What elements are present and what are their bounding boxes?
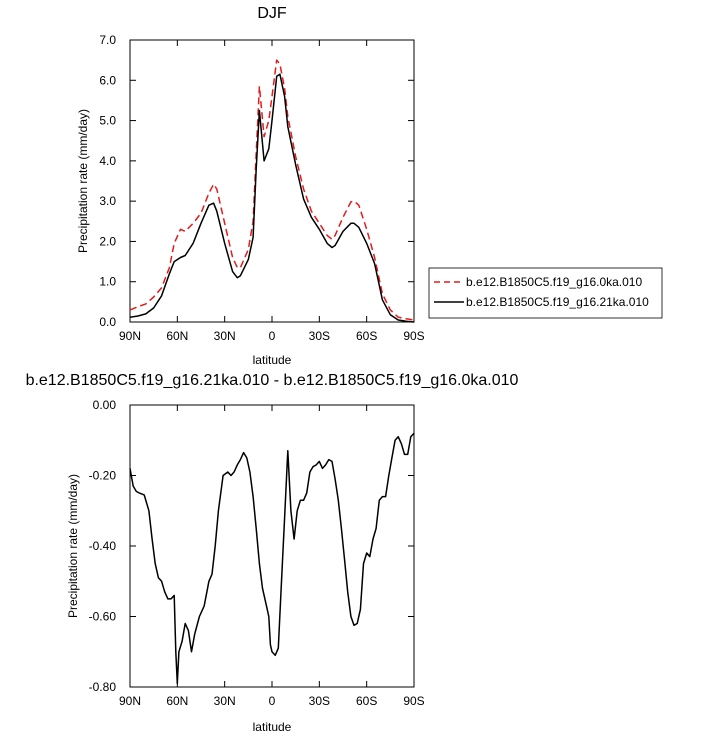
legend-label-0: b.e12.B1850C5.f19_g16.0ka.010 — [466, 275, 642, 289]
y-tick-label: 1.0 — [99, 275, 116, 289]
y-tick-label: 0.00 — [93, 398, 117, 412]
x-axis-label: latitude — [253, 353, 292, 367]
y-axis-label: Precipitation rate (mm/day) — [66, 474, 80, 618]
x-tick-label: 60S — [356, 694, 377, 708]
y-tick-label: -0.80 — [89, 680, 117, 694]
y-tick-label: 6.0 — [99, 73, 116, 87]
y-tick-label: -0.40 — [89, 539, 117, 553]
series-lines — [129, 59, 415, 323]
series-line-0 — [129, 59, 415, 321]
x-tick-label: 90S — [403, 329, 424, 343]
x-tick-label: 0 — [269, 329, 276, 343]
y-tick-label: -0.60 — [89, 610, 117, 624]
x-axis: 90N 60N 30N 0 30S 60S 90S — [119, 405, 425, 708]
x-axis-label: latitude — [253, 720, 292, 734]
y-axis: 0.0 1.0 2.0 3.0 4.0 5.0 6.0 7.0 — [99, 33, 414, 329]
x-tick-label: 90N — [119, 694, 141, 708]
series-line-0 — [129, 432, 415, 685]
x-tick-label: 60N — [166, 694, 188, 708]
x-axis: 90N 60N 30N 0 30S 60S 90S — [119, 40, 425, 343]
x-tick-label: 30S — [309, 694, 330, 708]
y-tick-label: -0.20 — [89, 469, 117, 483]
top-chart: DJF 90N 60N 30N 0 30S 60S 90S 0.0 1.0 2.0 3.0 4.0 5… — [76, 5, 663, 367]
x-tick-label: 30N — [214, 329, 236, 343]
chart-title: DJF — [257, 5, 287, 22]
y-tick-label: 0.0 — [99, 315, 116, 329]
bottom-chart: b.e12.B1850C5.f19_g16.21ka.010 - b.e12.B… — [26, 372, 519, 734]
y-tick-label: 4.0 — [99, 154, 116, 168]
legend: b.e12.B1850C5.f19_g16.0ka.010 b.e12.B185… — [428, 267, 663, 319]
y-axis: -0.80 -0.60 -0.40 -0.20 0.00 — [89, 398, 414, 694]
series-lines — [129, 432, 415, 685]
y-tick-label: 7.0 — [99, 33, 116, 47]
x-tick-label: 0 — [269, 694, 276, 708]
y-tick-label: 5.0 — [99, 114, 116, 128]
chart-title: b.e12.B1850C5.f19_g16.21ka.010 - b.e12.B… — [26, 372, 519, 389]
x-tick-label: 30N — [214, 694, 236, 708]
legend-box — [428, 267, 663, 319]
y-axis-label: Precipitation rate (mm/day) — [76, 109, 90, 253]
x-tick-label: 90S — [403, 694, 424, 708]
x-tick-label: 90N — [119, 329, 141, 343]
legend-label-1: b.e12.B1850C5.f19_g16.21ka.010 — [466, 295, 649, 309]
x-tick-label: 30S — [309, 329, 330, 343]
x-tick-label: 60S — [356, 329, 377, 343]
series-line-1 — [129, 73, 415, 323]
plot-frame — [129, 39, 415, 323]
y-tick-label: 2.0 — [99, 234, 116, 248]
x-tick-label: 60N — [166, 329, 188, 343]
y-tick-label: 3.0 — [99, 194, 116, 208]
